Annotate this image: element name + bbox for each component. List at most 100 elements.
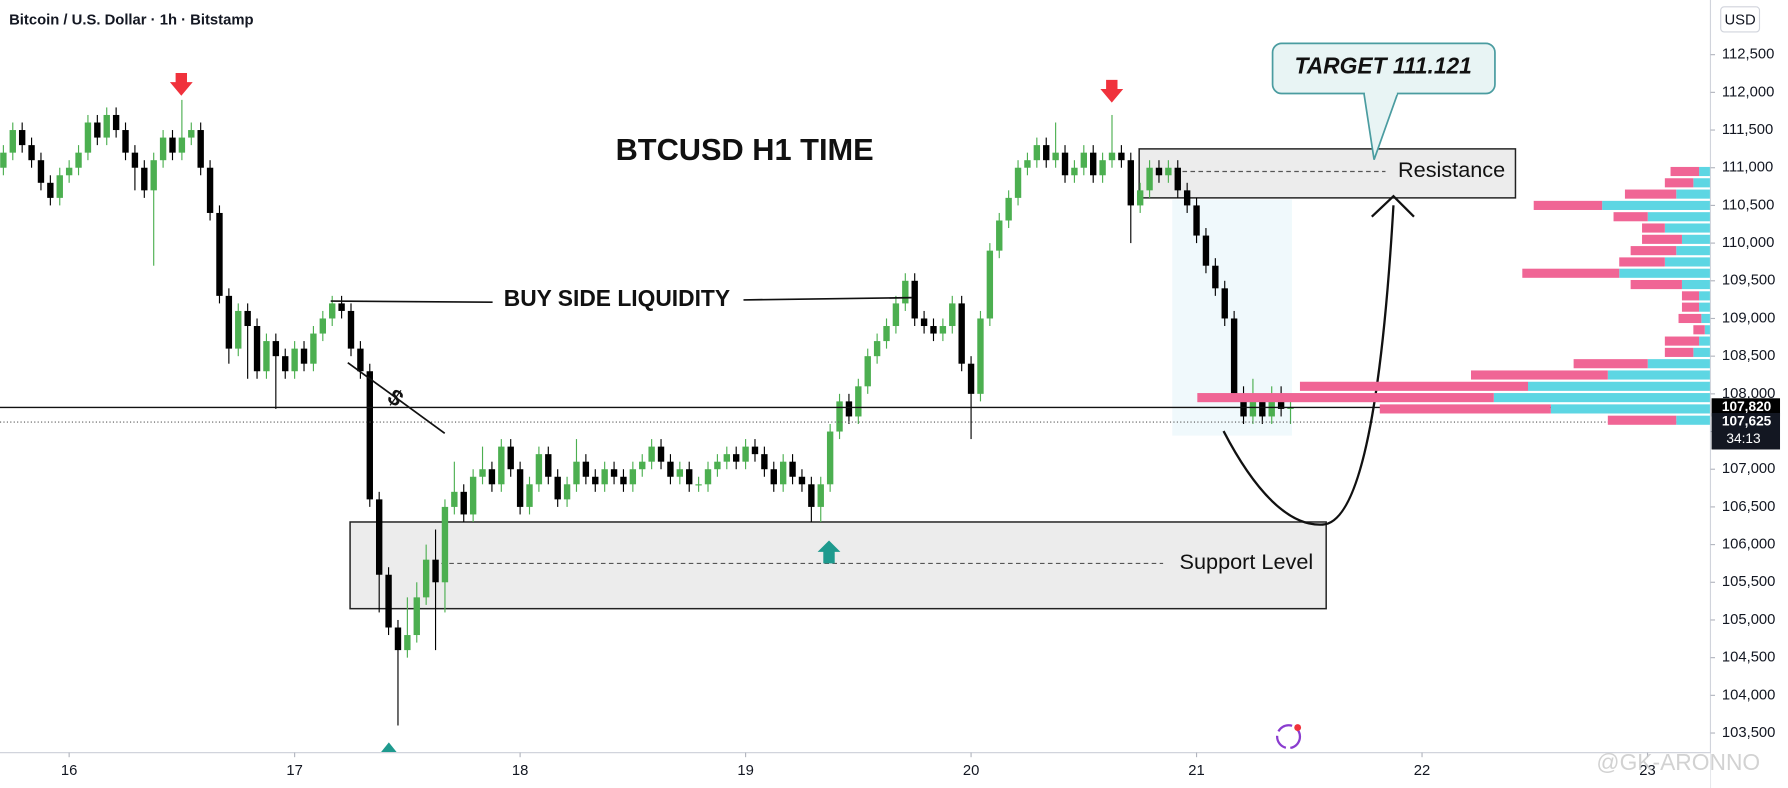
sell-arrow (1100, 79, 1124, 103)
profile-up (1676, 189, 1711, 199)
candle-body (385, 574, 392, 628)
candle-body (733, 454, 740, 462)
candle-body (939, 326, 947, 334)
watermark: @GK-ARONNO (1596, 749, 1760, 775)
candle-body (986, 250, 994, 319)
candle-body (9, 130, 16, 153)
candle-body (169, 137, 176, 153)
candle-body (422, 559, 430, 598)
candle-body (629, 469, 637, 485)
liquidity-label: BUY SIDE LIQUIDITY (504, 285, 730, 311)
candle-body (751, 446, 759, 455)
candle-body (545, 454, 552, 477)
candle-body (1033, 145, 1041, 161)
candle-body (592, 476, 599, 485)
profile-down (1619, 257, 1665, 267)
candle-body (845, 401, 853, 417)
profile-up (1602, 200, 1711, 210)
candle-body (1061, 152, 1069, 176)
candle-body (498, 446, 505, 485)
candle-body (244, 310, 251, 327)
candle-body (375, 499, 383, 575)
profile-down (1670, 166, 1700, 177)
candle-body (235, 310, 242, 349)
callout-join (1364, 90, 1397, 95)
candle-body (1005, 197, 1012, 221)
profile-down (1624, 189, 1677, 199)
candle-body (1249, 401, 1257, 417)
y-tick-label: 110,500 (1722, 197, 1774, 213)
candle-body (1146, 167, 1153, 191)
candle-body (469, 476, 477, 515)
profile-up (1704, 325, 1711, 335)
candle-body (112, 114, 120, 131)
candle-body (329, 303, 336, 319)
currency-box (1720, 6, 1761, 33)
time-axis (0, 752, 1711, 788)
candle-body (1287, 407, 1294, 409)
candle-body (958, 303, 965, 364)
candle-body (253, 326, 261, 372)
candle-body (723, 454, 730, 462)
price-axis (1710, 0, 1788, 788)
candle-body (949, 303, 956, 327)
candle-body (441, 506, 449, 583)
candle-body (639, 461, 646, 470)
candle-body (263, 341, 270, 372)
candle-body (573, 461, 580, 485)
candle-body (216, 212, 223, 296)
y-tick-label: 111,000 (1722, 160, 1773, 176)
candle-body (488, 469, 496, 485)
candle-body (197, 130, 204, 168)
y-tick-label: 112,500 (1722, 47, 1774, 63)
candle-body (206, 167, 214, 213)
profile-down (1522, 268, 1620, 278)
candle-body (47, 182, 54, 198)
candle-body (1221, 288, 1228, 319)
candle-body (1071, 167, 1078, 176)
candle-body (28, 145, 35, 161)
y-tick-label: 103,500 (1722, 725, 1776, 741)
candle-body (1155, 167, 1163, 176)
candle-body (1174, 167, 1181, 191)
profile-up (1681, 234, 1711, 244)
candle-body (883, 326, 890, 342)
candle-body (65, 167, 73, 176)
candle-body (902, 280, 909, 304)
profile-down (1630, 279, 1682, 290)
profile-up (1664, 257, 1711, 267)
candle-body (141, 167, 148, 191)
profile-up (1647, 212, 1711, 222)
candle-body (188, 130, 195, 138)
profile-down (1470, 370, 1608, 380)
candle-body (1052, 152, 1059, 161)
candle-body (1090, 152, 1097, 176)
candle-body (714, 461, 721, 470)
candle-body (1108, 152, 1116, 161)
logo-ring (1276, 724, 1302, 750)
candle-body (742, 446, 749, 462)
candle-body (75, 152, 82, 168)
candle-body (770, 469, 777, 485)
y-tick-label: 104,000 (1722, 687, 1776, 703)
profile-up (1699, 336, 1711, 346)
candle-body (178, 137, 186, 153)
y-tick-label: 109,000 (1722, 310, 1776, 326)
profile-up (1701, 313, 1711, 324)
candle-body (648, 446, 655, 462)
y-tick-label: 105,500 (1722, 574, 1776, 590)
logo (1276, 724, 1302, 750)
buy-arrow (379, 742, 398, 754)
zone-box (1138, 148, 1517, 199)
candle-body (84, 122, 92, 153)
candle-body (338, 303, 345, 311)
candle-body (535, 454, 543, 485)
y-tick-label: 106,000 (1722, 537, 1776, 553)
last-price-badge (1711, 398, 1781, 417)
buy-arrow (817, 540, 841, 564)
profile-up (1550, 404, 1711, 414)
candle-body (977, 318, 984, 394)
last-price-label: 107,820 (1722, 399, 1772, 414)
candle-body (225, 295, 233, 349)
candle-body (413, 597, 420, 636)
